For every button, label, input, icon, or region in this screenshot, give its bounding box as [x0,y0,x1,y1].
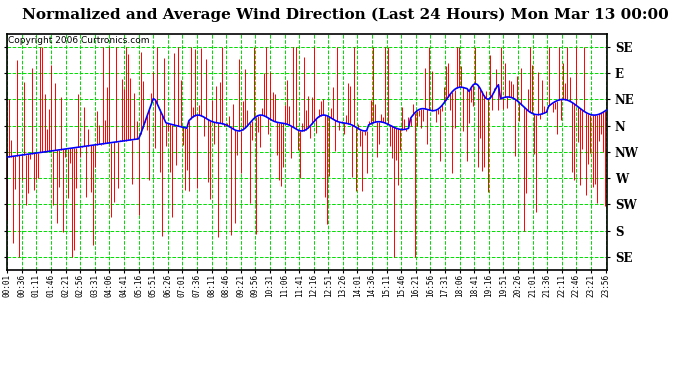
Text: Normalized and Average Wind Direction (Last 24 Hours) Mon Mar 13 00:00: Normalized and Average Wind Direction (L… [21,8,669,22]
Text: Copyright 2006 Curtronics.com: Copyright 2006 Curtronics.com [8,36,150,45]
